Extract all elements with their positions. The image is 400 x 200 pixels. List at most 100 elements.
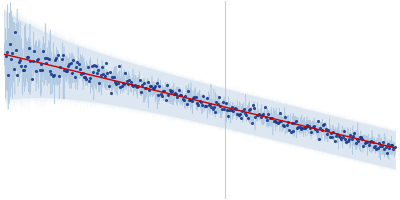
Point — [312, 127, 318, 130]
Point — [372, 144, 378, 147]
Point — [217, 105, 224, 108]
Point — [176, 89, 182, 92]
Point — [330, 130, 337, 133]
Point — [234, 112, 240, 115]
Point — [98, 74, 104, 77]
Point — [83, 78, 90, 81]
Point — [243, 113, 250, 117]
Point — [264, 119, 270, 122]
Point — [224, 108, 230, 111]
Point — [384, 151, 390, 154]
Point — [39, 69, 45, 72]
Point — [294, 127, 300, 130]
Point — [112, 81, 118, 84]
Point — [34, 58, 40, 61]
Point — [48, 73, 54, 76]
Point — [90, 71, 96, 74]
Point — [239, 109, 246, 113]
Point — [99, 65, 105, 68]
Point — [17, 58, 23, 61]
Point — [259, 113, 265, 116]
Point — [374, 146, 381, 149]
Point — [358, 136, 364, 139]
Point — [138, 91, 144, 94]
Point — [204, 97, 210, 100]
Point — [42, 56, 48, 60]
Point — [388, 143, 394, 146]
Point — [157, 93, 164, 96]
Point — [107, 71, 113, 74]
Point — [20, 68, 26, 72]
Point — [185, 90, 191, 93]
Point — [52, 58, 58, 61]
Point — [291, 122, 298, 125]
Point — [159, 94, 165, 97]
Point — [14, 73, 21, 77]
Point — [152, 84, 158, 87]
Point — [318, 128, 325, 132]
Point — [121, 83, 127, 86]
Point — [242, 112, 248, 115]
Point — [347, 134, 354, 137]
Point — [250, 104, 256, 107]
Point — [308, 130, 314, 133]
Point — [256, 112, 262, 116]
Point — [198, 100, 204, 103]
Point — [336, 134, 342, 138]
Point — [298, 127, 304, 130]
Point — [280, 123, 286, 126]
Point — [4, 51, 10, 54]
Point — [74, 61, 80, 64]
Point — [49, 74, 56, 77]
Point — [212, 110, 218, 114]
Point — [274, 122, 281, 125]
Point — [235, 114, 242, 117]
Point — [221, 107, 228, 111]
Point — [70, 59, 76, 62]
Point — [324, 132, 330, 136]
Point — [244, 116, 251, 119]
Point — [131, 84, 138, 87]
Point — [183, 102, 190, 105]
Point — [272, 120, 278, 123]
Point — [156, 84, 162, 87]
Point — [218, 107, 225, 110]
Point — [290, 129, 296, 132]
Point — [88, 65, 95, 68]
Point — [104, 72, 110, 75]
Point — [124, 79, 130, 83]
Point — [114, 81, 121, 84]
Point — [364, 141, 370, 144]
Point — [225, 114, 231, 117]
Point — [91, 63, 98, 66]
Point — [108, 91, 114, 94]
Point — [285, 120, 291, 124]
Point — [306, 124, 312, 128]
Point — [69, 71, 75, 74]
Point — [60, 53, 66, 57]
Point — [322, 128, 329, 131]
Point — [320, 124, 326, 127]
Point — [278, 120, 285, 123]
Point — [139, 83, 146, 86]
Point — [126, 78, 132, 81]
Point — [211, 106, 217, 109]
Point — [281, 124, 287, 127]
Point — [169, 89, 176, 93]
Point — [40, 50, 47, 53]
Point — [333, 134, 339, 137]
Point — [61, 68, 68, 72]
Point — [164, 83, 170, 87]
Point — [230, 109, 236, 113]
Point — [313, 130, 320, 133]
Point — [389, 144, 395, 147]
Point — [188, 99, 195, 103]
Point — [143, 86, 150, 89]
Point — [233, 107, 239, 110]
Point — [392, 145, 398, 148]
Point — [117, 85, 124, 89]
Point — [95, 68, 101, 71]
Point — [66, 62, 73, 65]
Point — [86, 79, 92, 82]
Point — [27, 59, 34, 62]
